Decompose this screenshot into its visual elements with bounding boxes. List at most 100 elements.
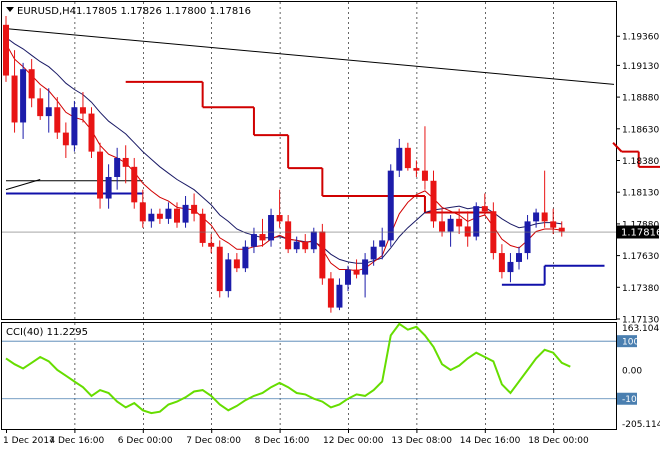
candle xyxy=(558,221,565,237)
candle xyxy=(11,50,18,133)
candle xyxy=(182,196,189,228)
time-tick-label: 12 Dec 00:00 xyxy=(323,436,384,446)
cci-panel xyxy=(2,322,616,415)
current-price-marker: 1.17816 xyxy=(617,225,660,239)
candle xyxy=(45,88,52,133)
candle xyxy=(447,215,454,247)
candle xyxy=(370,240,377,266)
candle xyxy=(541,170,548,228)
candle xyxy=(148,208,155,228)
candle xyxy=(88,107,95,158)
candle xyxy=(516,246,522,270)
time-tick-label: 4 Dec 16:00 xyxy=(49,436,104,446)
candle xyxy=(105,164,112,209)
candle xyxy=(353,259,360,279)
candle xyxy=(174,202,180,228)
price-tick-label: 1.18630 xyxy=(622,125,659,135)
support-line xyxy=(5,179,41,191)
candle xyxy=(481,193,488,216)
candle xyxy=(20,62,27,139)
candle xyxy=(216,240,223,298)
cci-level-badge xyxy=(617,392,637,405)
price-panel xyxy=(2,15,660,313)
candle xyxy=(387,164,394,247)
time-tick-label: 6 Dec 00:00 xyxy=(118,436,173,446)
cci-tick-label: 0.00 xyxy=(622,366,642,376)
candle xyxy=(114,147,121,190)
cci-level-badge xyxy=(617,335,637,348)
candle xyxy=(259,218,266,247)
candle xyxy=(156,208,163,224)
cci-tick-label: -205.1142 xyxy=(622,420,660,430)
candle xyxy=(122,145,129,184)
candle xyxy=(533,208,540,228)
candle xyxy=(413,160,420,177)
price-tick-label: 1.17630 xyxy=(622,252,659,262)
candle xyxy=(327,272,334,313)
price-tick-label: 1.18380 xyxy=(622,157,659,167)
candle xyxy=(37,88,44,120)
candle xyxy=(131,157,138,209)
price-y-axis: 1.19360 1.19130 1.18880 1.18630 1.18380 1.181… xyxy=(616,33,659,326)
current-price-label: 1.17816 xyxy=(621,228,660,239)
price-tick-label: 1.19360 xyxy=(622,33,659,43)
candle xyxy=(473,202,480,241)
candle xyxy=(242,240,249,273)
candle xyxy=(362,253,369,298)
trend-line xyxy=(5,28,615,85)
price-tick-label: 1.18880 xyxy=(622,94,659,104)
time-tick-label: 18 Dec 00:00 xyxy=(528,436,589,446)
candle xyxy=(276,189,283,228)
candle xyxy=(396,138,403,177)
price-tick-label: 1.18130 xyxy=(622,189,659,199)
time-tick-label: 13 Dec 08:00 xyxy=(391,436,452,446)
cci-tick-label: 100 xyxy=(622,338,639,348)
candle xyxy=(285,215,292,254)
price-chart-title: EURUSD,H4 xyxy=(17,6,76,17)
cci-indicator-title: CCI(40) 11.2295 xyxy=(6,327,88,338)
time-tick-label: 1 Dec 2017 xyxy=(3,436,55,446)
price-tick-label: 1.17130 xyxy=(622,316,659,326)
moving-average-slow xyxy=(5,37,562,264)
candle xyxy=(421,126,428,190)
cci-tick-label: -100 xyxy=(622,395,643,405)
candle xyxy=(79,92,86,123)
candle xyxy=(524,215,531,260)
candle xyxy=(310,227,317,254)
candle xyxy=(208,234,215,254)
price-panel-frame xyxy=(1,1,617,320)
candle xyxy=(97,142,104,209)
candle xyxy=(550,208,557,235)
resistance-step xyxy=(612,142,623,153)
candle xyxy=(456,208,463,235)
candle xyxy=(28,59,35,108)
price-tick-label: 1.19130 xyxy=(622,62,659,72)
candle xyxy=(225,253,232,298)
price-tick-label: 1.17880 xyxy=(622,220,659,230)
candle xyxy=(507,253,514,283)
candle xyxy=(233,253,240,273)
candle xyxy=(3,15,9,82)
candle xyxy=(319,223,326,285)
cci-line xyxy=(5,322,571,415)
candle xyxy=(404,142,411,171)
candle xyxy=(139,189,146,228)
candle xyxy=(71,100,78,152)
candle xyxy=(165,202,172,224)
time-tick-label: 8 Dec 16:00 xyxy=(255,436,310,446)
candle xyxy=(464,211,471,247)
cci-panel-frame xyxy=(1,322,617,430)
candle xyxy=(191,193,198,222)
candle xyxy=(268,208,275,247)
candle xyxy=(302,234,309,254)
candle xyxy=(62,122,69,158)
symbol-dropdown-icon[interactable] xyxy=(6,7,14,12)
ohlc-readout: 1.17805 1.17826 1.17800 1.17816 xyxy=(76,6,251,17)
candle xyxy=(54,97,61,139)
candle xyxy=(345,265,351,292)
price-tick-label: 1.17380 xyxy=(622,284,659,294)
moving-average-fast xyxy=(5,43,562,272)
